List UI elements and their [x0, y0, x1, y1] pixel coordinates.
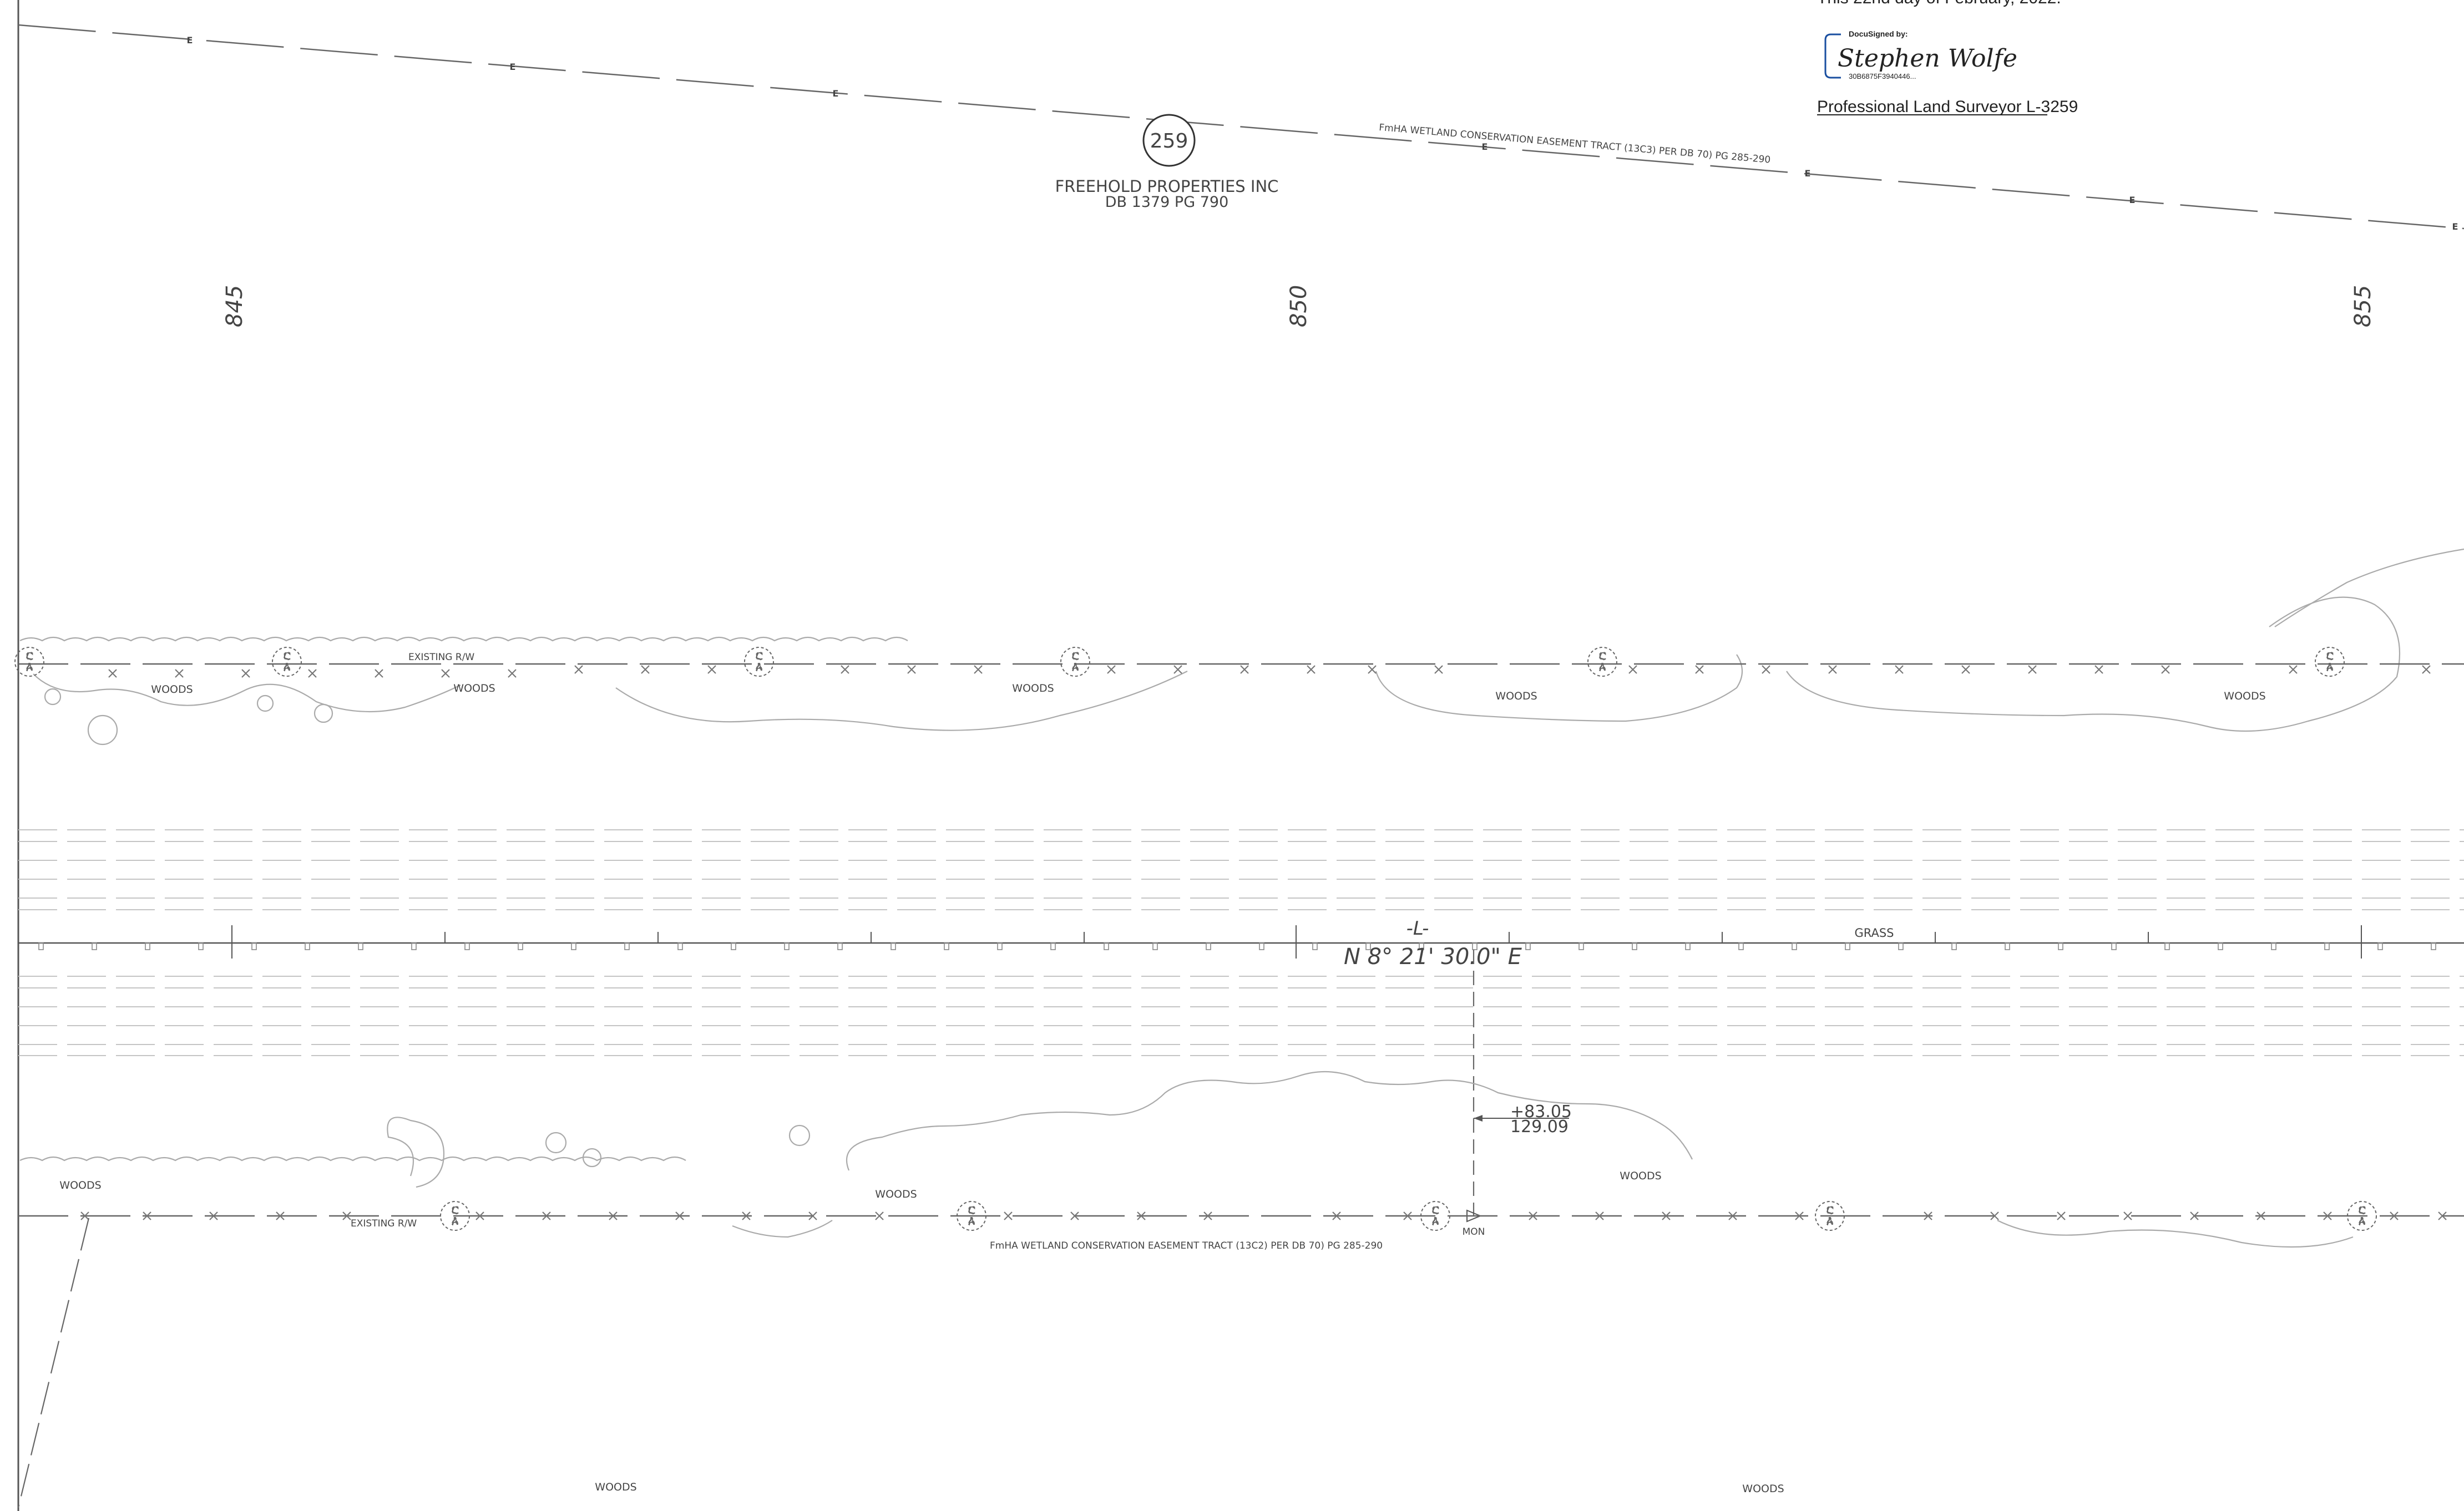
grass-label: GRASS	[1854, 926, 1894, 940]
docusign-label: DocuSigned by:	[1849, 29, 1908, 38]
station-offset: +83.05	[1510, 1102, 1572, 1122]
control-point-letter: A	[26, 662, 33, 673]
control-point-icon	[14, 647, 44, 677]
control-point-icon	[2347, 1201, 2377, 1231]
alignment-bearing: N 8° 21' 30.0" E	[1344, 944, 1522, 970]
control-point-icon	[2315, 647, 2345, 677]
control-point-letter: C	[968, 1205, 975, 1216]
woods-label: WOODS	[1012, 682, 1054, 694]
control-point-letter: A	[452, 1216, 459, 1228]
control-point-letter: A	[1432, 1216, 1439, 1228]
station-distance: 129.09	[1510, 1117, 1569, 1137]
diagonal-boundary-line	[17, 1218, 90, 1508]
control-point-icon	[1060, 647, 1090, 677]
offset-arrowhead	[1474, 1115, 1483, 1122]
control-point-icon	[272, 647, 302, 677]
woods-label: WOODS	[875, 1188, 917, 1200]
road-lane-lines-north	[18, 829, 2464, 910]
south-right-of-way-label: EXISTING R/W	[351, 1218, 417, 1229]
control-point-icon	[440, 1201, 470, 1231]
centerline-ticks	[231, 925, 2362, 959]
utility-marker-e: E	[2452, 221, 2458, 232]
woods-label: WOODS	[595, 1481, 636, 1493]
docusign-envelope-id: 30B6875F3940446...	[1849, 72, 1916, 80]
control-point-letter: C	[2359, 1205, 2366, 1216]
control-point-icon	[1420, 1201, 1450, 1231]
north-easement-label: FmHA WETLAND CONSERVATION EASEMENT TRACT…	[1379, 122, 1771, 166]
station-label: 845	[222, 285, 247, 327]
docusign-bracket	[1824, 33, 1841, 79]
control-point-letter: A	[756, 662, 763, 673]
control-point-letter: A	[1599, 662, 1606, 673]
south-easement-label: FmHA WETLAND CONSERVATION EASEMENT TRACT…	[990, 1240, 1383, 1251]
control-point-letter: C	[1072, 651, 1079, 662]
control-point-letter: A	[968, 1216, 975, 1228]
signature-block: This 22nd day of February, 2022. DocuSig…	[1817, 0, 2078, 116]
control-point-letter: C	[26, 651, 33, 662]
control-point-letter: C	[2326, 651, 2334, 662]
control-point-letter: A	[284, 662, 291, 673]
road-lane-lines-south	[18, 976, 2464, 1056]
signature-date-line: This 22nd day of February, 2022.	[1817, 0, 2061, 7]
woods-label: WOODS	[2224, 690, 2265, 702]
utility-marker-e: E	[2129, 195, 2136, 205]
station-label: 855	[2350, 285, 2376, 327]
woods-label: WOODS	[1742, 1483, 1784, 1495]
north-right-of-way-label: EXISTING R/W	[408, 652, 474, 663]
control-point-letter: C	[284, 651, 291, 662]
parcel-number-circle	[1142, 114, 1196, 167]
control-point-icon	[744, 647, 774, 677]
surveyor-license-line: Professional Land Surveyor L-3259	[1817, 98, 2078, 116]
utility-marker-e: E	[1482, 141, 1488, 152]
parcel-number: 259	[1150, 130, 1188, 153]
station-label: 850	[1286, 285, 1312, 327]
control-point-letter: C	[1827, 1205, 1834, 1216]
woods-label: WOODS	[1495, 690, 1537, 702]
woods-label: WOODS	[59, 1179, 101, 1191]
south-tree-line	[19, 1071, 2354, 1248]
woods-label: WOODS	[1620, 1170, 1661, 1182]
easement-boundary-line	[18, 24, 2464, 230]
woods-label: WOODS	[453, 682, 495, 694]
control-point-icon	[1587, 647, 1617, 677]
control-point-letter: A	[2359, 1216, 2366, 1228]
north-tree-line	[19, 548, 2464, 746]
monument-label: MON	[1463, 1226, 1485, 1238]
utility-markers: E E E E E E E E	[187, 35, 2458, 232]
control-point-letter: A	[1827, 1216, 1834, 1228]
control-point-letter: C	[1599, 651, 1606, 662]
utility-marker-e: E	[510, 62, 516, 72]
parcel-deed: DB 1379 PG 790	[1105, 194, 1229, 211]
utility-marker-e: E	[833, 88, 839, 99]
control-point-letter: A	[2326, 662, 2334, 673]
control-point-letter: C	[452, 1205, 459, 1216]
utility-marker-e: E	[1805, 168, 1811, 179]
control-point-icon	[1815, 1201, 1845, 1231]
woods-label: WOODS	[151, 683, 193, 696]
south-fence-crosses	[80, 1211, 2447, 1220]
utility-marker-e: E	[187, 35, 193, 45]
control-point-icon	[957, 1201, 986, 1231]
control-point-letter: A	[1072, 662, 1079, 673]
centerline-marks	[38, 942, 2436, 950]
surveyor-signature: Stephen Wolfe	[1838, 44, 2017, 73]
parcel-owner: FREEHOLD PROPERTIES INC	[1055, 177, 1279, 196]
alignment-label: -L-	[1406, 917, 1429, 940]
north-fence-crosses	[108, 665, 2431, 678]
control-point-letter: C	[1432, 1205, 1439, 1216]
control-point-letter: C	[756, 651, 763, 662]
